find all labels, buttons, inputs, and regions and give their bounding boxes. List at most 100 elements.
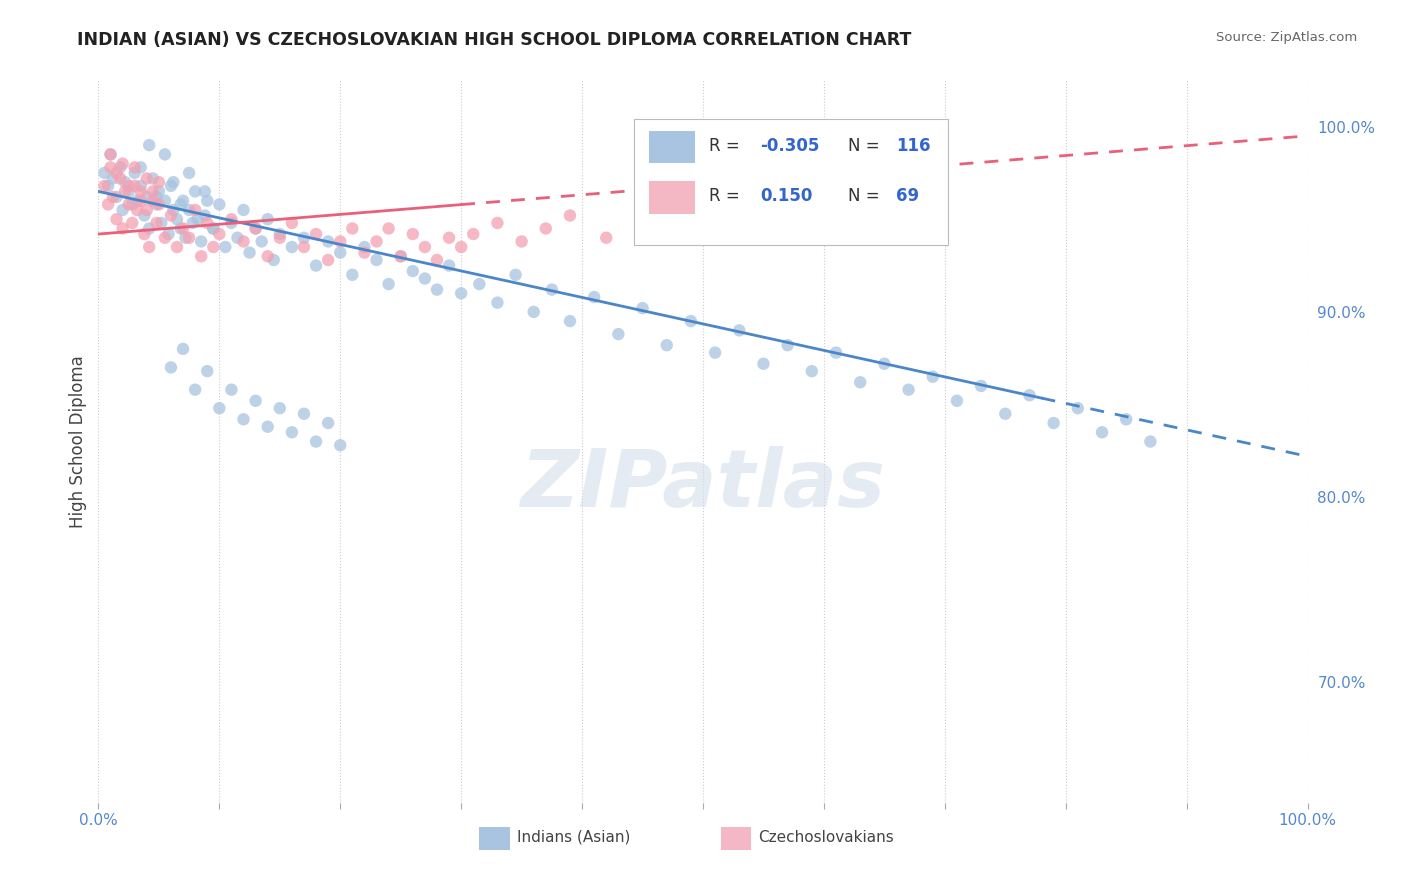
Point: [181, 216, 204, 230]
Point: [583, 290, 606, 304]
Point: [172, 194, 194, 208]
Point: [157, 227, 180, 241]
Point: [111, 156, 134, 170]
Point: [232, 235, 254, 249]
Text: INDIAN (ASIAN) VS CZECHOSLOVAKIAN HIGH SCHOOL DIPLOMA CORRELATION CHART: INDIAN (ASIAN) VS CZECHOSLOVAKIAN HIGH S…: [77, 31, 911, 49]
Point: [256, 419, 278, 434]
Point: [316, 252, 339, 267]
Point: [413, 271, 436, 285]
Point: [366, 235, 388, 249]
Point: [169, 221, 191, 235]
Point: [226, 231, 249, 245]
Point: [1018, 388, 1040, 402]
Point: [752, 357, 775, 371]
Point: [184, 383, 207, 397]
Point: [540, 283, 562, 297]
Point: [921, 369, 943, 384]
Point: [437, 259, 460, 273]
Point: [849, 376, 872, 390]
Point: [897, 383, 920, 397]
Point: [105, 166, 128, 180]
Point: [162, 202, 184, 217]
Point: [245, 221, 267, 235]
Point: [138, 138, 160, 153]
Text: Czechoslovakians: Czechoslovakians: [759, 830, 894, 845]
Point: [118, 178, 141, 193]
Point: [250, 235, 273, 249]
Point: [101, 171, 124, 186]
Point: [281, 216, 304, 230]
Text: Source: ZipAtlas.com: Source: ZipAtlas.com: [1216, 31, 1357, 45]
Point: [631, 301, 654, 315]
Point: [256, 249, 278, 263]
Point: [129, 178, 152, 193]
Point: [692, 202, 714, 217]
Point: [305, 434, 328, 449]
Point: [873, 357, 896, 371]
Text: N =: N =: [848, 187, 880, 205]
Point: [366, 252, 388, 267]
Point: [655, 338, 678, 352]
Point: [239, 245, 262, 260]
Point: [166, 240, 188, 254]
Point: [127, 202, 149, 217]
Point: [292, 231, 315, 245]
Point: [166, 212, 188, 227]
Point: [329, 438, 352, 452]
Point: [184, 185, 207, 199]
Text: ZIPatlas: ZIPatlas: [520, 446, 886, 524]
Point: [450, 240, 472, 254]
Point: [825, 345, 848, 359]
Point: [377, 221, 399, 235]
Point: [142, 185, 165, 199]
Point: [124, 166, 146, 180]
Point: [353, 245, 375, 260]
Point: [994, 407, 1017, 421]
Point: [153, 147, 176, 161]
Point: [221, 383, 243, 397]
Point: [105, 212, 128, 227]
Point: [607, 327, 630, 342]
Point: [145, 190, 167, 204]
Point: [1091, 425, 1114, 440]
Point: [100, 147, 122, 161]
Point: [100, 147, 122, 161]
Point: [179, 166, 201, 180]
Point: [127, 194, 149, 208]
Point: [179, 231, 201, 245]
Point: [160, 209, 183, 223]
Point: [1042, 416, 1064, 430]
Point: [426, 252, 449, 267]
Point: [1067, 401, 1090, 416]
Text: 0.150: 0.150: [759, 187, 813, 205]
Point: [389, 249, 412, 263]
Point: [97, 197, 120, 211]
Point: [100, 161, 122, 175]
Point: [1115, 412, 1137, 426]
Point: [160, 178, 183, 193]
Point: [292, 407, 315, 421]
Point: [108, 161, 131, 175]
Point: [190, 249, 212, 263]
Point: [195, 364, 218, 378]
Point: [129, 185, 152, 199]
Point: [93, 166, 115, 180]
Point: [174, 231, 197, 245]
Text: Indians (Asian): Indians (Asian): [517, 830, 630, 845]
Point: [187, 212, 209, 227]
Point: [232, 202, 254, 217]
Point: [873, 194, 896, 208]
FancyBboxPatch shape: [634, 119, 949, 245]
Point: [329, 235, 352, 249]
Point: [1139, 434, 1161, 449]
Point: [142, 171, 165, 186]
Point: [644, 216, 666, 230]
Point: [148, 197, 170, 211]
Point: [214, 240, 236, 254]
Point: [208, 197, 231, 211]
Point: [105, 190, 128, 204]
Point: [558, 314, 581, 328]
Point: [269, 401, 291, 416]
Point: [221, 216, 243, 230]
Text: 69: 69: [897, 187, 920, 205]
